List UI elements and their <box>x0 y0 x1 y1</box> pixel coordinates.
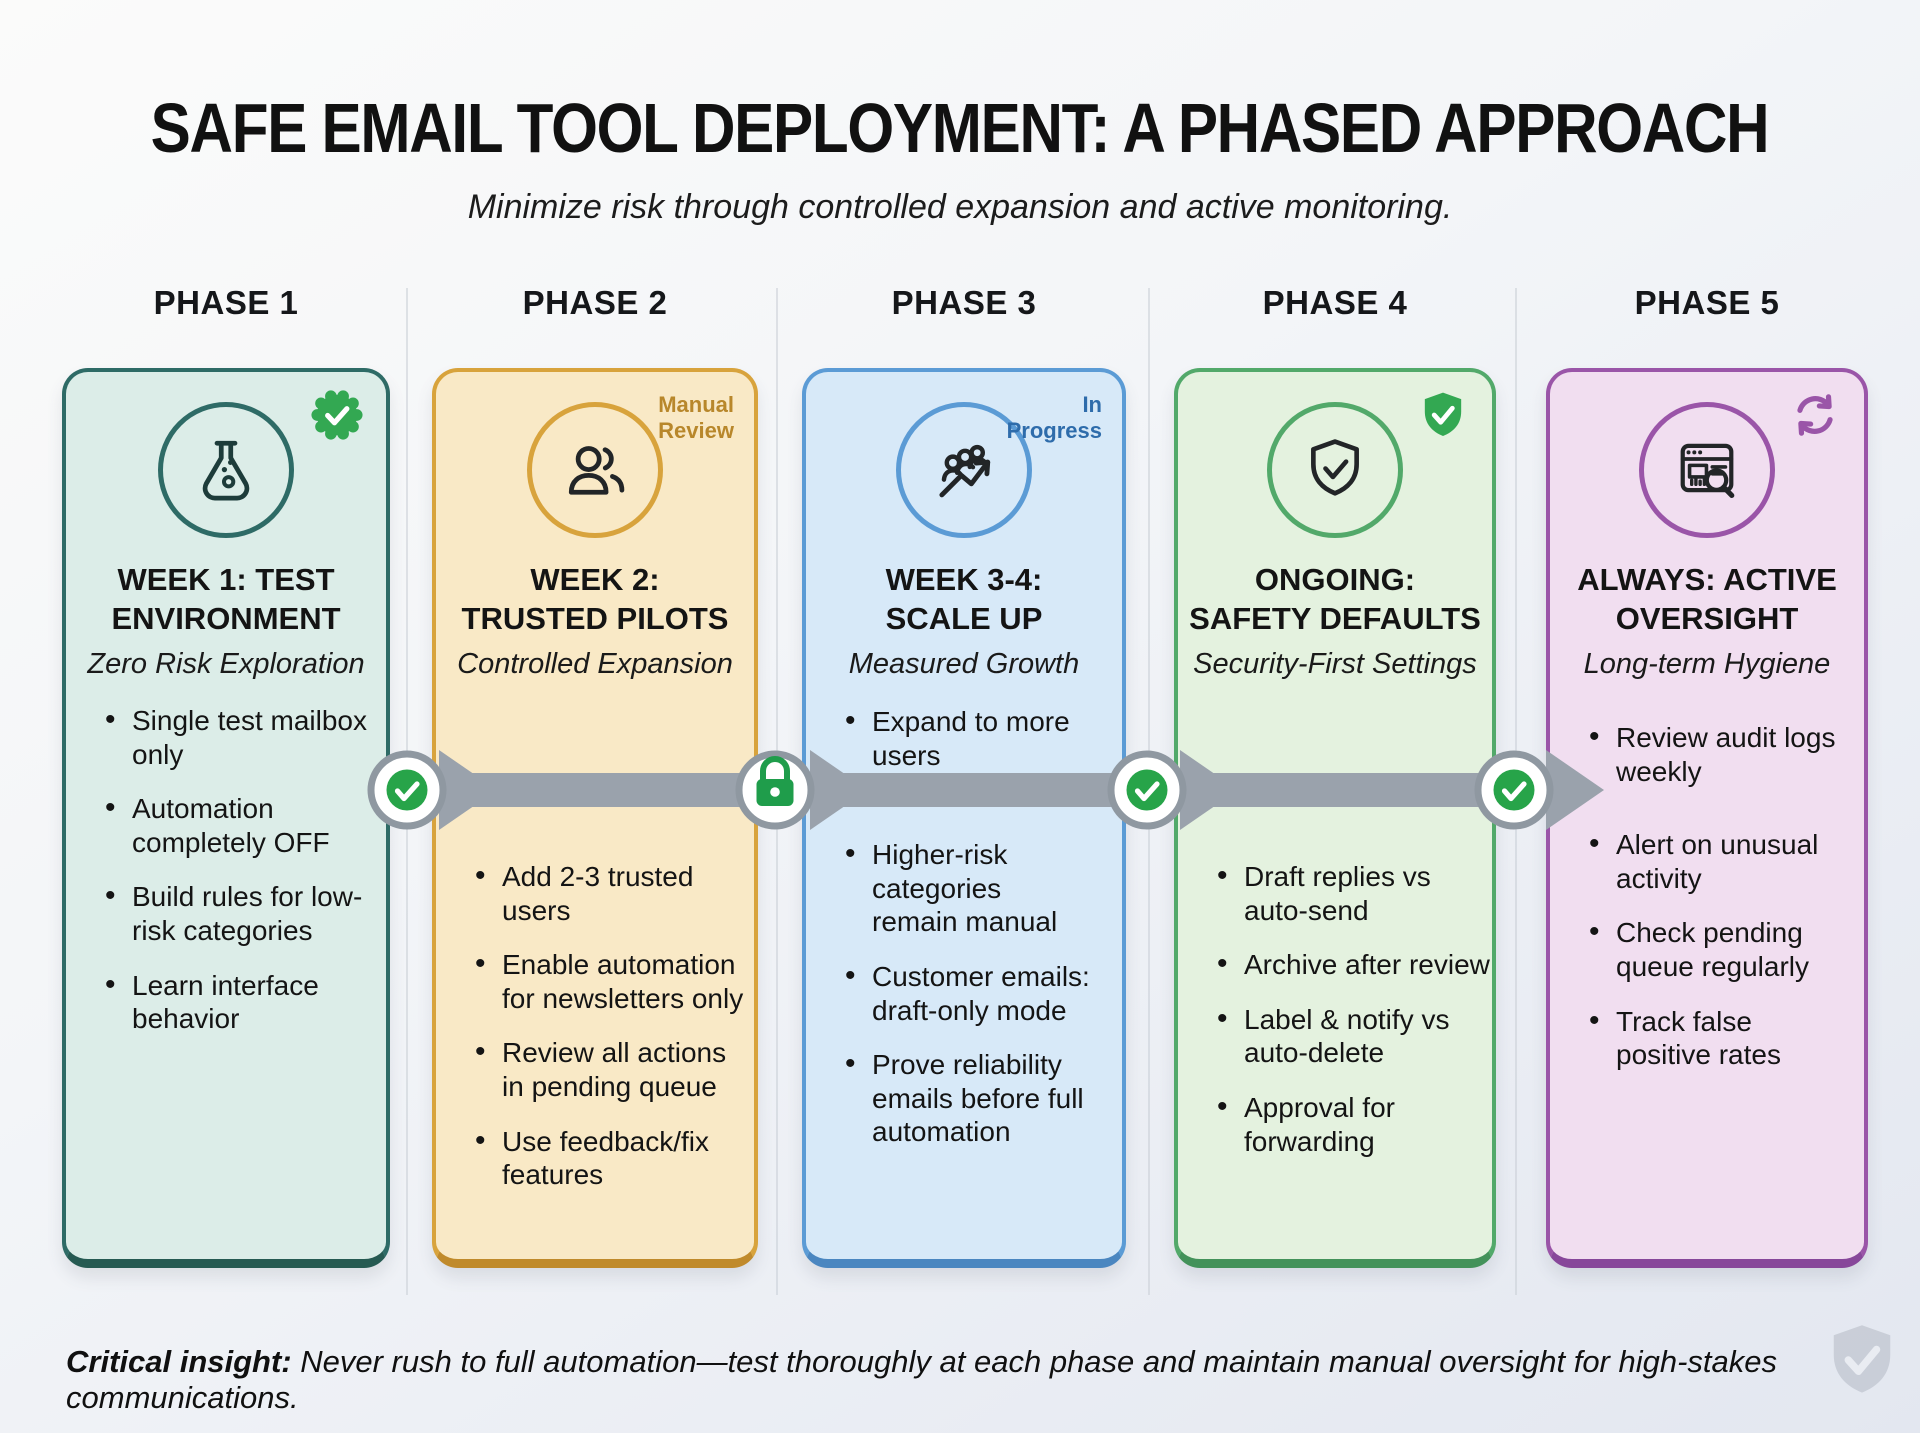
bullet-item: Higher-risk categories remain manual <box>845 836 1090 939</box>
card-tagline: Measured Growth <box>848 648 1080 681</box>
status-badge: In Progress <box>1006 392 1102 443</box>
phase-label: PHASE 2 <box>522 284 668 321</box>
check-icon <box>1126 769 1168 811</box>
footer-lead: Critical insight: <box>66 1344 292 1379</box>
bullet-item: Check pending queue regularly <box>1589 914 1854 983</box>
bullet-item: Approval for forwarding <box>1217 1089 1492 1158</box>
phase-icon-circle <box>158 402 294 538</box>
bullet-list: Review audit logs weekly Alert on unusual… <box>1589 719 1854 1093</box>
phase-column: PHASE 2 Manual Review WEEK 2: TRUSTED PIL… <box>432 0 758 1433</box>
column-divider <box>406 288 408 1295</box>
column-divider <box>1148 288 1150 1295</box>
bullet-list: Single test mailbox only Automation compl… <box>105 702 372 1057</box>
bullet-item: Prove reliability emails before full aut… <box>845 1046 1090 1149</box>
bullet-list: Add 2-3 trusted users Enable automation f… <box>475 858 744 1213</box>
footer-text: Never rush to full automation—test thoro… <box>66 1344 1778 1415</box>
card-title: WEEK 1: TEST ENVIRONMENT <box>111 562 341 637</box>
bullet-item: Single test mailbox only <box>105 702 372 771</box>
shield-check-icon <box>1297 430 1373 511</box>
card-title: ONGOING: SAFETY DEFAULTS <box>1189 562 1481 637</box>
bullet-item: Automation completely OFF <box>105 790 372 859</box>
column-divider <box>776 288 778 1295</box>
audit-icon <box>1669 430 1745 511</box>
bullet-item: Customer emails: draft-only mode <box>845 958 1090 1027</box>
phase-column: PHASE 5 ALWAYS: ACTIVE OVERSIGHT Long-ter… <box>1546 0 1868 1433</box>
bullet-item: Expand to more users <box>845 703 1090 772</box>
bullet-item: Review all actions in pending queue <box>475 1034 744 1103</box>
card-tagline: Security-First Settings <box>1193 648 1477 681</box>
card-tagline: Zero Risk Exploration <box>87 648 365 681</box>
shield-check-badge-icon <box>1416 388 1470 442</box>
bullet-item: Review audit logs weekly <box>1589 719 1854 788</box>
lock-icon <box>756 756 794 806</box>
phase-card: ONGOING: SAFETY DEFAULTS Security-First S… <box>1174 368 1496 1268</box>
footer-note: Critical insight: Never rush to full aut… <box>66 1344 1920 1416</box>
phase-icon-circle <box>1267 402 1403 538</box>
status-badge: Manual Review <box>658 392 734 443</box>
bullet-list: Draft replies vs auto-send Archive after … <box>1217 858 1492 1179</box>
bullet-item: Archive after review <box>1217 946 1492 982</box>
refresh-icon <box>1788 388 1842 442</box>
bullet-item: Learn interface behavior <box>105 967 372 1036</box>
shield-check-watermark-icon <box>1820 1318 1904 1402</box>
growth-icon <box>926 430 1002 511</box>
bullet-item: Label & notify vs auto-delete <box>1217 1001 1492 1070</box>
phase-column: PHASE 1 WEEK 1: TEST ENVIRONMENT Zero Ris… <box>62 0 390 1433</box>
phase-label: PHASE 5 <box>1634 284 1780 321</box>
bullet-item: Use feedback/fix features <box>475 1123 744 1192</box>
phase-card: WEEK 1: TEST ENVIRONMENT Zero Risk Explor… <box>62 368 390 1268</box>
card-title: WEEK 3-4: SCALE UP <box>885 562 1043 637</box>
bullet-list: Expand to more users Higher-risk categori… <box>845 703 1090 1170</box>
phase-card: Manual Review WEEK 2: TRUSTED PILOTS Cont… <box>432 368 758 1268</box>
phase-label: PHASE 1 <box>153 284 299 321</box>
check-icon <box>1493 769 1535 811</box>
phase-column: PHASE 4 ONGOING: SAFETY DEFAULTS Security… <box>1174 0 1496 1433</box>
bullet-item: Enable automation for newsletters only <box>475 946 744 1015</box>
phase-icon-circle <box>896 402 1032 538</box>
seal-check-icon <box>310 388 364 442</box>
bullet-item: Alert on unusual activity <box>1589 826 1854 895</box>
column-divider <box>1515 288 1517 1295</box>
bullet-item: Build rules for low-risk categories <box>105 878 372 947</box>
bullet-item: Track false positive rates <box>1589 1003 1854 1072</box>
bullet-item: Add 2-3 trusted users <box>475 858 744 927</box>
card-tagline: Controlled Expansion <box>457 648 733 681</box>
phase-icon-circle <box>1639 402 1775 538</box>
phase-label: PHASE 3 <box>891 284 1037 321</box>
phase-label: PHASE 4 <box>1262 284 1408 321</box>
phase-column: PHASE 3 In Progress WEEK 3-4: SCALE UP Mea… <box>802 0 1126 1433</box>
card-tagline: Long-term Hygiene <box>1583 648 1831 681</box>
card-title: ALWAYS: ACTIVE OVERSIGHT <box>1577 562 1837 637</box>
page-subtitle: Minimize risk through controlled expansi… <box>467 188 1453 226</box>
bullet-item: Draft replies vs auto-send <box>1217 858 1492 927</box>
phase-card: In Progress WEEK 3-4: SCALE UP Measured G… <box>802 368 1126 1268</box>
card-title: WEEK 2: TRUSTED PILOTS <box>461 562 729 637</box>
users-icon <box>557 430 633 511</box>
flask-icon <box>188 430 264 511</box>
phase-card: ALWAYS: ACTIVE OVERSIGHT Long-term Hygien… <box>1546 368 1868 1268</box>
phase-icon-circle <box>527 402 663 538</box>
page-title: SAFE EMAIL TOOL DEPLOYMENT: A PHASED APP… <box>151 89 1770 167</box>
